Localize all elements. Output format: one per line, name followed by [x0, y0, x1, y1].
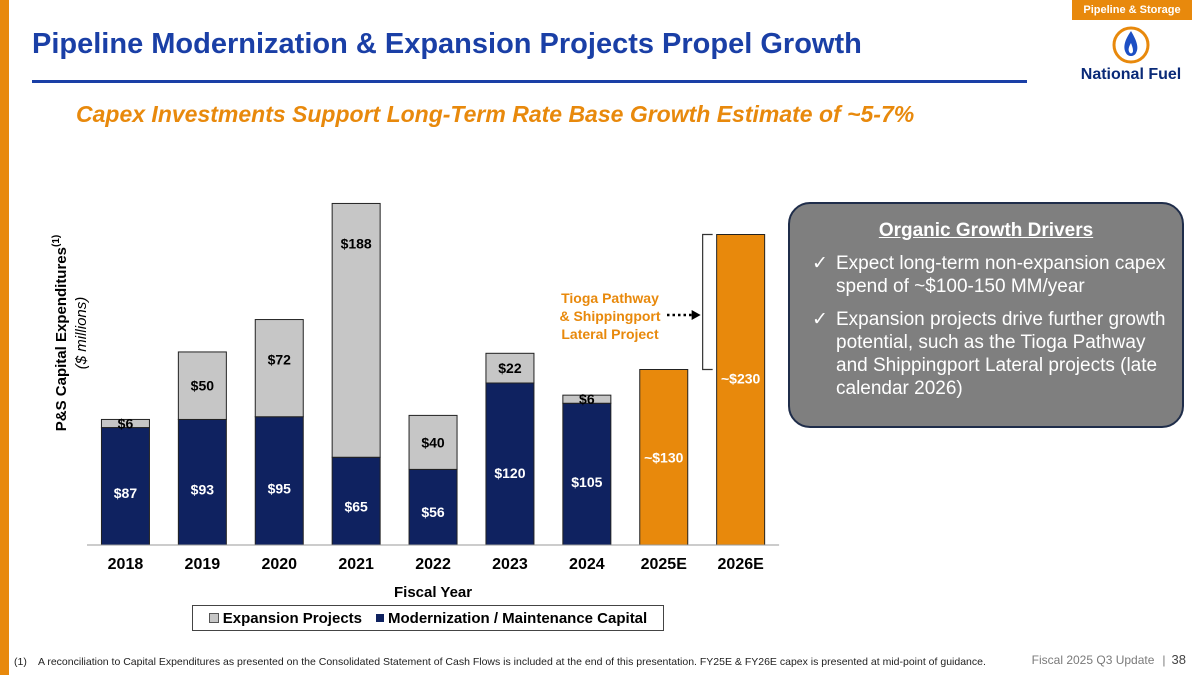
footer-separator: | — [1162, 653, 1166, 667]
bar-label-expansion: $72 — [268, 352, 292, 368]
footer-label: Fiscal 2025 Q3 Update — [1031, 653, 1155, 667]
bar-modernization — [331, 456, 381, 546]
callout-line: Tioga Pathway — [561, 290, 659, 306]
x-tick-label: 2018 — [108, 556, 144, 573]
callout-line: & Shippingport — [559, 308, 661, 324]
bar-label-expansion: $22 — [498, 360, 522, 376]
x-tick-label: 2024 — [569, 556, 605, 573]
x-tick-label: 2020 — [261, 556, 297, 573]
bar-modernization — [177, 418, 227, 546]
flame-icon — [1112, 26, 1150, 64]
project-bracket — [702, 233, 713, 371]
bar-guidance — [716, 234, 766, 546]
bar-modernization — [254, 416, 304, 546]
bar-expansion — [331, 202, 381, 458]
check-icon: ✓ — [812, 253, 828, 274]
chart-legend: Expansion Projects Modernization / Maint… — [192, 605, 664, 631]
legend-item-expansion: Expansion Projects — [208, 609, 362, 627]
left-accent-bar — [0, 0, 9, 675]
bar-label-modernization: $56 — [421, 504, 445, 520]
bar-label-expansion: $50 — [191, 378, 215, 394]
page-title: Pipeline Modernization & Expansion Proje… — [32, 28, 862, 60]
footnote-marker: (1) — [14, 656, 27, 668]
bar-label-modernization: $93 — [191, 482, 215, 498]
bar-modernization — [485, 382, 535, 546]
legend-label: Modernization / Maintenance Capital — [388, 609, 648, 627]
slide-subtitle: Capex Investments Support Long-Term Rate… — [76, 101, 915, 127]
check-icon: ✓ — [812, 309, 828, 330]
y-axis-units: ($ millions) — [73, 297, 90, 370]
svg-text:P&S Capital Expenditures(1): P&S Capital Expenditures(1) — [51, 235, 70, 431]
driver-text: Expect long-term non-expansion capex spe… — [836, 253, 1166, 297]
y-axis-title: P&S Capital Expenditures — [53, 247, 70, 431]
bar-label-guidance: ~$130 — [644, 449, 684, 465]
bar-expansion — [562, 394, 612, 404]
bar-modernization — [408, 468, 458, 546]
driver-text: Expansion projects drive further growth … — [836, 309, 1166, 399]
bar-expansion — [408, 414, 458, 470]
bar-label-modernization: $120 — [494, 465, 525, 481]
legend-swatch-expansion — [208, 613, 219, 623]
x-axis-title: Fiscal Year — [394, 584, 472, 601]
x-tick-label: 2022 — [415, 556, 451, 573]
bar-label-expansion: $40 — [421, 434, 445, 450]
legend-swatch-modernization — [376, 614, 384, 622]
callout-line: Lateral Project — [561, 326, 659, 342]
bar-label-expansion: $188 — [341, 235, 372, 251]
footnote: (1) A reconciliation to Capital Expenditu… — [14, 656, 986, 668]
x-tick-label: 2021 — [338, 556, 374, 573]
page-footer: Fiscal 2025 Q3 Update | 38 — [1032, 652, 1186, 667]
bar-modernization — [100, 427, 150, 546]
footnote-text: A reconciliation to Capital Expenditures… — [38, 656, 986, 668]
y-axis-superscript: (1) — [51, 235, 62, 247]
x-tick-label: 2025E — [641, 556, 688, 573]
legend-item-modernization: Modernization / Maintenance Capital — [376, 610, 647, 627]
tioga-callout: Tioga Pathway & Shippingport Lateral Pro… — [548, 289, 672, 343]
legend-label: Expansion Projects — [222, 609, 362, 627]
bar-label-modernization: $95 — [268, 480, 292, 496]
driver-item: ✓ Expansion projects drive further growt… — [790, 308, 1182, 400]
bar-label-expansion: $6 — [118, 415, 134, 431]
y-axis-label: P&S Capital Expenditures(1) ($ millions) — [51, 235, 90, 431]
bar-guidance — [639, 369, 689, 546]
x-tick-label: 2026E — [718, 556, 765, 573]
callout-arrowhead — [691, 310, 701, 320]
x-tick-label: 2019 — [185, 556, 221, 573]
bar-expansion — [485, 352, 535, 384]
section-tag: Pipeline & Storage — [1072, 0, 1192, 20]
company-logo: National Fuel — [1072, 26, 1190, 96]
page-number: 38 — [1171, 652, 1186, 667]
bar-expansion — [254, 319, 304, 418]
growth-drivers-panel: Organic Growth Drivers ✓ Expect long-ter… — [788, 202, 1184, 428]
title-underline — [32, 80, 1027, 83]
bar-label-modernization: $105 — [571, 474, 602, 490]
bar-expansion — [177, 351, 227, 420]
bar-label-modernization: $87 — [114, 485, 138, 501]
bar-label-expansion: $6 — [579, 391, 595, 407]
logo-text: National Fuel — [1080, 66, 1182, 83]
bar-expansion — [100, 418, 150, 429]
x-tick-label: 2023 — [492, 556, 528, 573]
bar-label-guidance: ~$230 — [721, 371, 761, 387]
bar-label-modernization: $65 — [344, 499, 368, 515]
driver-item: ✓ Expect long-term non-expansion capex s… — [790, 252, 1182, 298]
drivers-title: Organic Growth Drivers — [878, 220, 1094, 241]
